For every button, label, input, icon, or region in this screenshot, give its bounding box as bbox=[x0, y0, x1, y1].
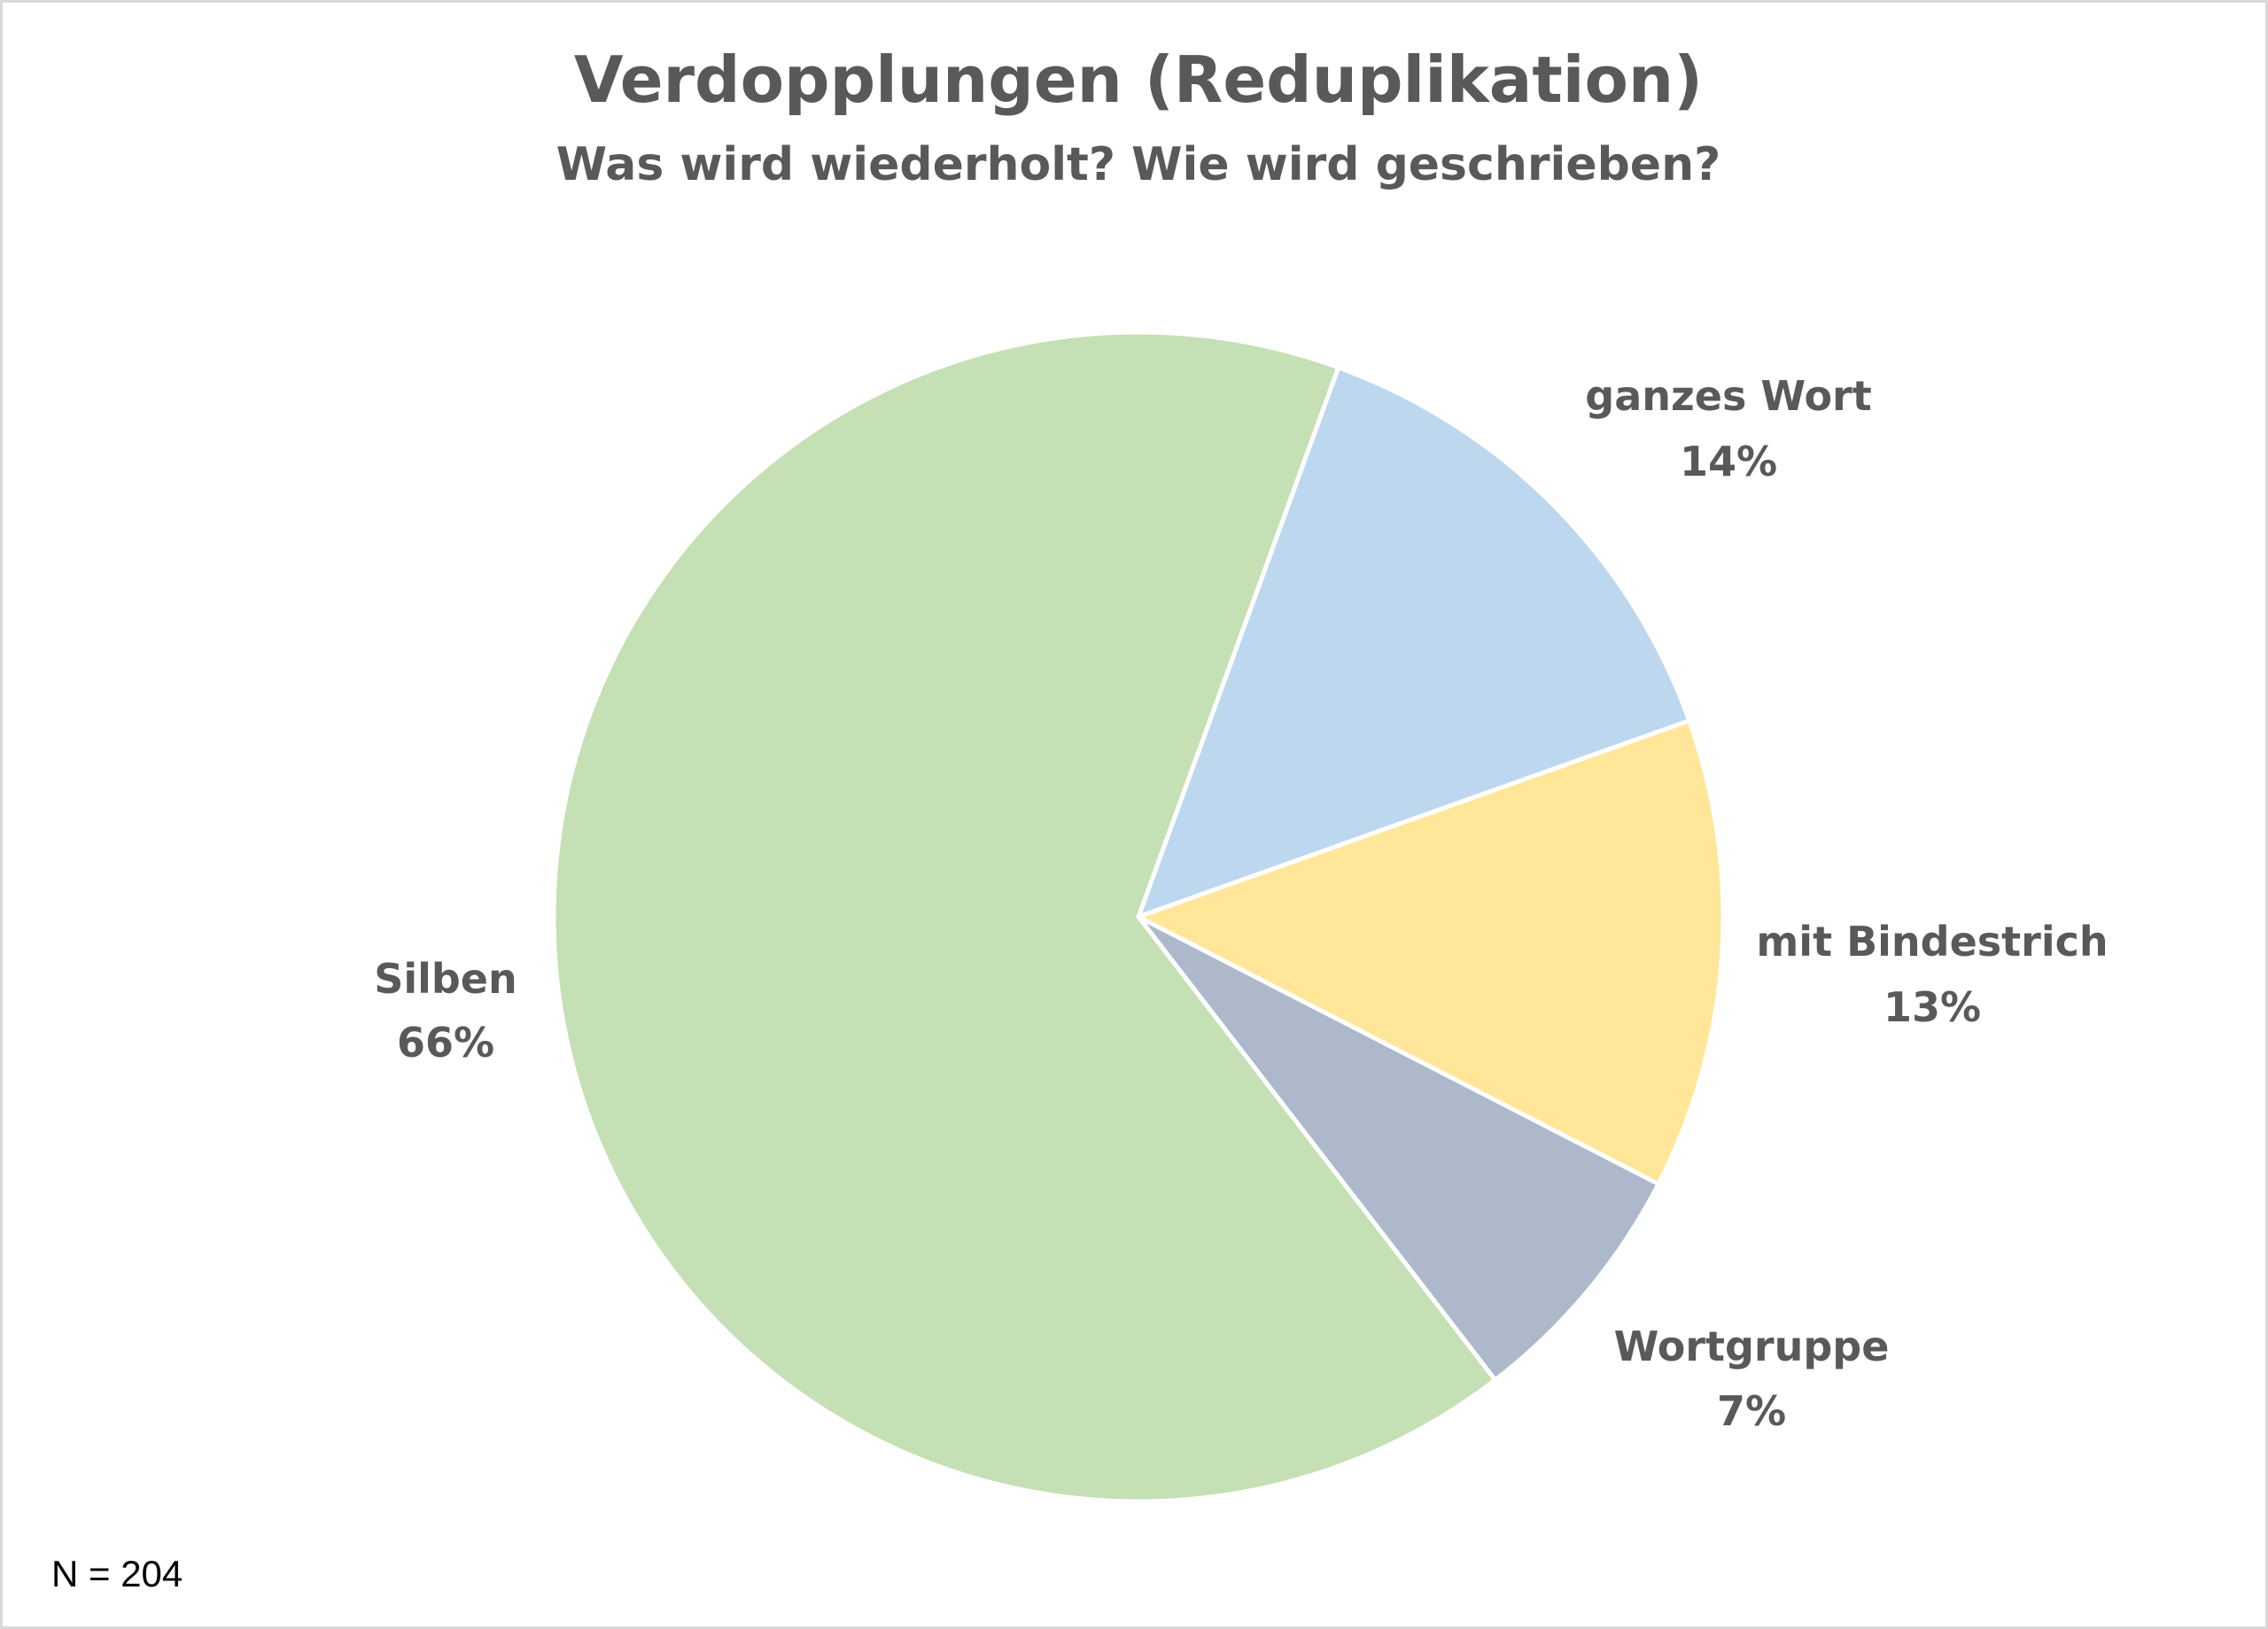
pie-chart: Verdopplungen (Reduplikation) Was wird w… bbox=[51, 43, 2109, 1594]
slice-label-mit-bindestrich: mit Bindestrich bbox=[1756, 918, 2108, 966]
slice-label-silben: Silben bbox=[374, 955, 517, 1003]
chart-subtitle: Was wird wiederholt? Wie wird geschriebe… bbox=[556, 138, 1721, 191]
slice-value-ganzes-wort: 14% bbox=[1680, 438, 1777, 485]
slice-value-silben: 66% bbox=[397, 1019, 494, 1067]
slice-label-ganzes-wort: ganzes Wort bbox=[1585, 372, 1871, 420]
pie-slice-ganzes-wort bbox=[1134, 364, 1692, 921]
pie-slice-wortgruppe bbox=[1137, 914, 1662, 1384]
chart-title: Verdopplungen (Reduplikation) bbox=[574, 43, 1703, 117]
slice-value-mit-bindestrich: 13% bbox=[1884, 983, 1981, 1031]
slice-value-wortgruppe: 7% bbox=[1717, 1387, 1786, 1435]
pie-slice-silben bbox=[551, 330, 1499, 1504]
sample-size-note: N = 204 bbox=[51, 1553, 183, 1594]
slice-label-wortgruppe: Wortgruppe bbox=[1614, 1323, 1890, 1370]
pie-slice-mit-bindestrich bbox=[1132, 718, 1726, 1188]
